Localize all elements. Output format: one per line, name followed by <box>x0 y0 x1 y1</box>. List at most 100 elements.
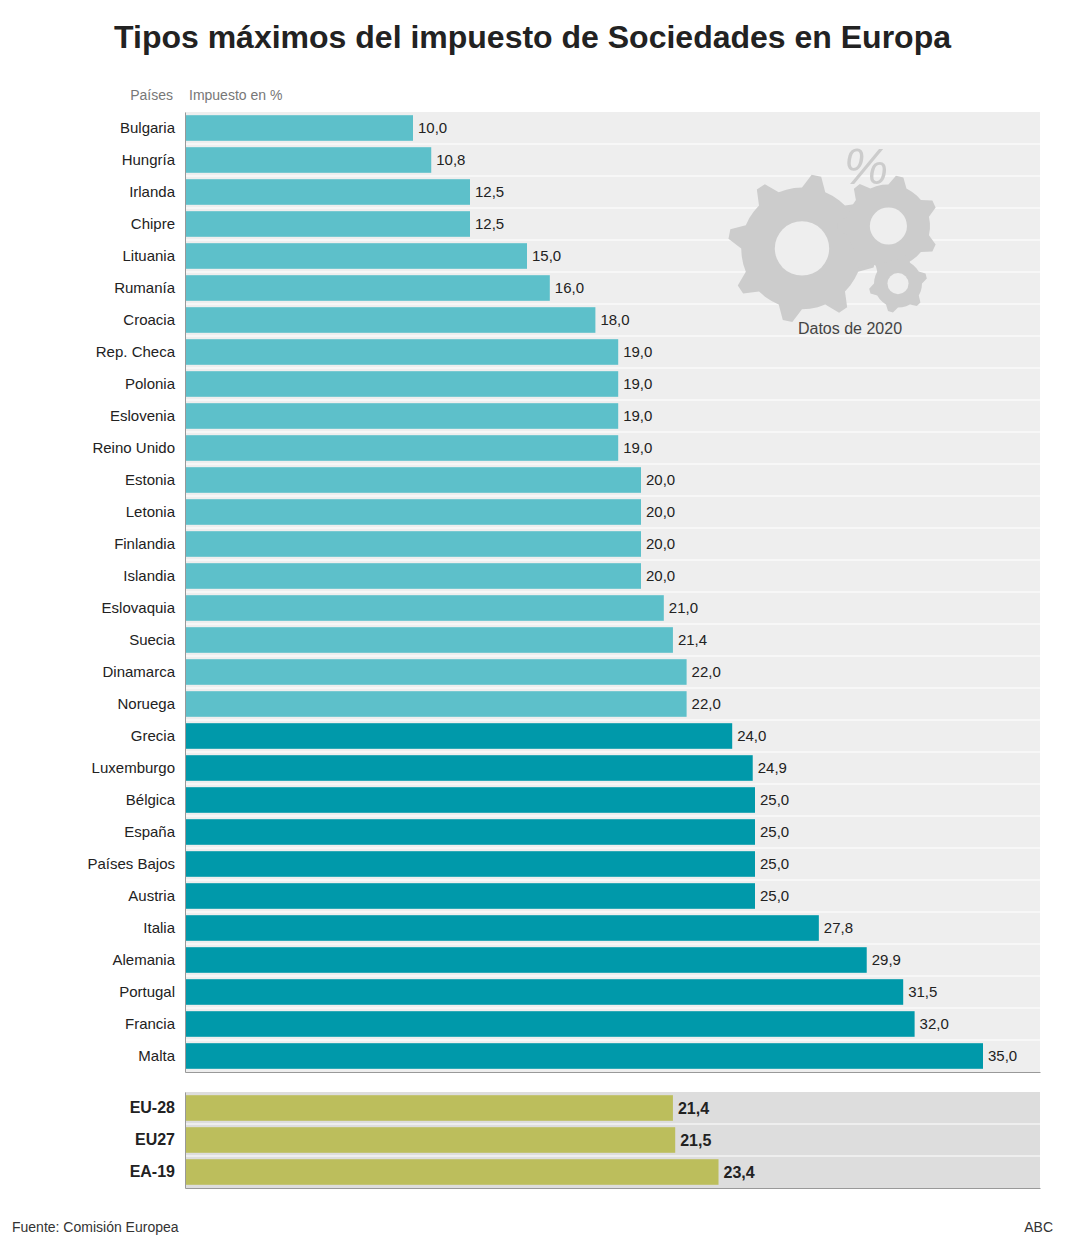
data-label: 35,0 <box>988 1047 1017 1064</box>
row-separator <box>185 815 1040 816</box>
y-tick-label: España <box>124 823 176 840</box>
y-tick: Islandia <box>123 567 185 584</box>
bar <box>185 819 755 845</box>
bar <box>185 851 755 877</box>
plot-0 <box>185 112 1040 1072</box>
y-tick-label: Rep. Checa <box>96 343 176 360</box>
y-tick-label: Reino Unido <box>92 439 175 456</box>
x-axis-line <box>186 1188 1041 1189</box>
y-tick: Finlandia <box>114 535 185 552</box>
row-separator <box>185 175 1040 176</box>
bar <box>185 787 755 813</box>
y-tick: Eslovaquia <box>102 599 185 616</box>
y-tick: Rumanía <box>114 279 185 296</box>
y-tick-label: Bulgaria <box>120 119 176 136</box>
y-tick: Bélgica <box>126 791 185 808</box>
plot-background <box>185 112 1040 1072</box>
y-tick-label: Croacia <box>123 311 175 328</box>
y-tick: Austria <box>128 887 185 904</box>
y-tick-label: Polonia <box>125 375 176 392</box>
gear-hole <box>870 207 907 244</box>
bar <box>185 979 903 1005</box>
row-separator <box>185 367 1040 368</box>
data-label: 15,0 <box>532 247 561 264</box>
y-tick-label: Italia <box>143 919 175 936</box>
data-label: 10,0 <box>418 119 447 136</box>
y-tick-label: Hungría <box>122 151 176 168</box>
y-tick: Dinamarca <box>102 663 185 680</box>
y-tick: Letonia <box>126 503 185 520</box>
bar <box>185 115 413 141</box>
bar <box>185 435 618 461</box>
y-tick: Estonia <box>125 471 185 488</box>
row-separator <box>185 431 1040 432</box>
y-tick-label: Luxemburgo <box>92 759 175 776</box>
y-tick-label: Malta <box>138 1047 175 1064</box>
y-tick-label: Chipre <box>131 215 175 232</box>
bar <box>185 243 527 269</box>
data-label: 22,0 <box>692 695 721 712</box>
data-label: 25,0 <box>760 855 789 872</box>
row-separator <box>185 719 1040 720</box>
y-tick-label: Bélgica <box>126 791 176 808</box>
annotation: % <box>844 139 888 195</box>
y-tick-label: Eslovaquia <box>102 599 176 616</box>
y-tick: Malta <box>138 1047 185 1064</box>
bars <box>185 1095 719 1185</box>
y-tick-label: EA-19 <box>130 1163 175 1180</box>
row-separator <box>185 623 1040 624</box>
y-tick: Luxemburgo <box>92 759 185 776</box>
y-tick: Hungría <box>122 151 185 168</box>
y-tick-label: Grecia <box>131 727 176 744</box>
row-separator <box>185 463 1040 464</box>
data-label: 20,0 <box>646 535 675 552</box>
row-separator <box>185 335 1040 336</box>
row-separator <box>185 495 1040 496</box>
x-axis <box>186 1188 1041 1189</box>
data-labels: 21,421,523,4 <box>678 1100 755 1181</box>
y-tick: EU-28 <box>130 1099 185 1116</box>
y-tick-label: Rumanía <box>114 279 176 296</box>
data-label: 21,0 <box>669 599 698 616</box>
bar <box>185 1159 719 1185</box>
data-label: 21,4 <box>678 631 707 648</box>
plot-1 <box>185 1092 1040 1188</box>
y-tick: Irlanda <box>129 183 185 200</box>
data-label: 25,0 <box>760 887 789 904</box>
bar <box>185 947 867 973</box>
bar <box>185 1043 983 1069</box>
gear <box>869 255 927 313</box>
gear-hole <box>775 221 829 275</box>
y-tick: Eslovenia <box>110 407 185 424</box>
y-tick-label: Islandia <box>123 567 175 584</box>
row-separator <box>185 943 1040 944</box>
y-tick: Francia <box>125 1015 185 1032</box>
row-separator <box>185 687 1040 688</box>
bar <box>185 467 641 493</box>
y-tick-label: Alemania <box>112 951 175 968</box>
row-separator <box>185 975 1040 976</box>
bar <box>185 531 641 557</box>
bar <box>185 691 687 717</box>
data-label: 20,0 <box>646 471 675 488</box>
y-tick-label: Noruega <box>117 695 175 712</box>
data-label: 22,0 <box>692 663 721 680</box>
y-tick: Rep. Checa <box>96 343 185 360</box>
y-tick: Noruega <box>117 695 185 712</box>
data-labels: 10,010,812,512,515,016,018,019,019,019,0… <box>418 119 1017 1064</box>
data-label: 24,0 <box>737 727 766 744</box>
y-tick-label: EU-28 <box>130 1099 175 1116</box>
data-label: 19,0 <box>623 439 652 456</box>
bar <box>185 499 641 525</box>
y-axis: EU-28 EU27 EA-19 <box>130 1093 186 1189</box>
data-label: 18,0 <box>600 311 629 328</box>
row-separators <box>185 144 1040 1040</box>
y-tick: EU27 <box>135 1131 185 1148</box>
y-tick-label: Lituania <box>122 247 175 264</box>
row-separator <box>185 1155 1040 1156</box>
y-tick: Portugal <box>119 983 185 1000</box>
row-separator <box>185 559 1040 560</box>
y-tick-label: Letonia <box>126 503 176 520</box>
y-axis: Bulgaria Hungría Irlanda Chipre Lituania Ruma… <box>87 113 185 1073</box>
gear-icon: %Datos de 2020 <box>728 139 935 337</box>
